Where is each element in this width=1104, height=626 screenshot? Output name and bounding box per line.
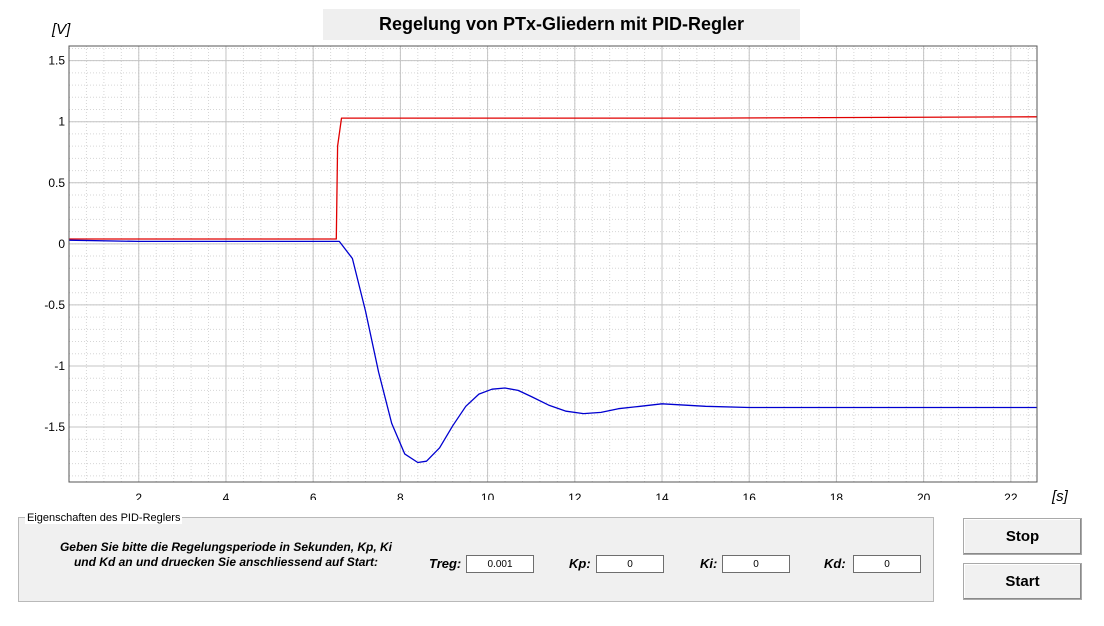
x-tick-label: 6 bbox=[310, 491, 317, 500]
x-tick-label: 16 bbox=[743, 491, 757, 500]
y-tick-label: 0.5 bbox=[48, 176, 65, 190]
treg-label: Treg: bbox=[429, 556, 462, 571]
kd-label: Kd: bbox=[824, 556, 846, 571]
x-tick-label: 2 bbox=[135, 491, 142, 500]
plot-frame bbox=[68, 45, 1038, 483]
series-line-2 bbox=[68, 239, 1037, 464]
axis-ticks: 2 4 6 8 10 12 14 16 18 20 22 1.5 1 0.5 0 -0.5 -1 -1.5 bbox=[44, 54, 1018, 500]
kp-input[interactable] bbox=[596, 555, 664, 573]
line-plot[interactable]: 2 4 6 8 10 12 14 16 18 20 22 1.5 1 0.5 0 -0.5 -1 -1.5 bbox=[0, 0, 1104, 500]
kp-label: Kp: bbox=[569, 556, 591, 571]
x-tick-label: 14 bbox=[655, 491, 669, 500]
x-tick-label: 18 bbox=[830, 491, 844, 500]
ki-input[interactable] bbox=[722, 555, 790, 573]
series-line-1 bbox=[69, 116, 1038, 240]
window-title: Regelung von PTx-Gliedern mit PID-Regler bbox=[323, 9, 800, 40]
x-tick-label: 8 bbox=[397, 491, 404, 500]
plot-series bbox=[68, 116, 1038, 464]
x-tick-label: 20 bbox=[917, 491, 931, 500]
treg-input[interactable] bbox=[466, 555, 534, 573]
y-tick-label: 0 bbox=[58, 237, 65, 251]
pid-properties-group: Eigenschaften des PID-Reglers Geben Sie … bbox=[18, 512, 934, 602]
x-axis-unit: [s] bbox=[1052, 488, 1068, 505]
y-tick-label: 1.5 bbox=[48, 54, 65, 68]
instructions-text: Geben Sie bitte die Regelungsperiode in … bbox=[59, 540, 393, 569]
kd-input[interactable] bbox=[853, 555, 921, 573]
y-tick-label: -0.5 bbox=[44, 298, 65, 312]
start-button[interactable]: Start bbox=[963, 563, 1082, 600]
stop-button[interactable]: Stop bbox=[963, 518, 1082, 555]
y-tick-label: -1.5 bbox=[44, 420, 65, 434]
plot-grid bbox=[68, 46, 1037, 482]
x-tick-label: 10 bbox=[481, 491, 495, 500]
y-tick-label: -1 bbox=[54, 359, 65, 373]
y-axis-unit: [V] bbox=[52, 21, 71, 38]
x-tick-label: 4 bbox=[223, 491, 230, 500]
group-title: Eigenschaften des PID-Reglers bbox=[25, 512, 183, 524]
x-tick-label: 22 bbox=[1004, 491, 1018, 500]
y-tick-label: 1 bbox=[58, 115, 65, 129]
ki-label: Ki: bbox=[700, 556, 718, 571]
x-tick-label: 12 bbox=[568, 491, 582, 500]
